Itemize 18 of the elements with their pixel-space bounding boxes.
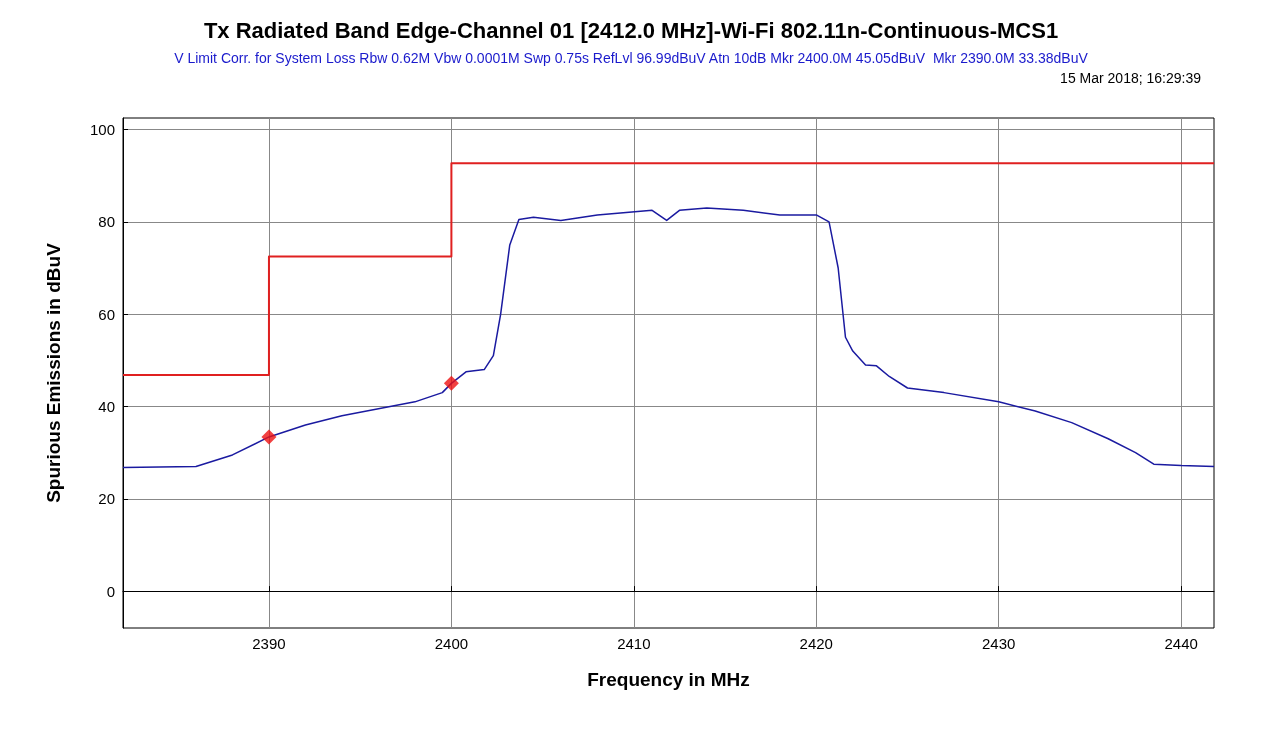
y-tick-label: 60	[98, 305, 115, 323]
y-tick-label: 20	[98, 490, 115, 508]
line-series	[122, 207, 1215, 469]
chart-title: Tx Radiated Band Edge-Channel 01 [2412.0 MHz]-Wi-Fi 802.11n-Continuous-MCS1	[203, 17, 1059, 43]
y-axis-title: Spurious Emissions in dBuV	[43, 242, 64, 503]
x-tick-label: 2440	[1164, 635, 1198, 652]
y-tick-label: 100	[89, 121, 115, 139]
x-axis-title: Frequency in MHz	[587, 669, 750, 690]
y-tick-label: 80	[98, 213, 115, 231]
x-tick-label: 2400	[434, 635, 469, 652]
chart-subtitle: V Limit Corr. for System Loss Rbw 0.62M Vbw 0.0001M Swp 0.75s RefLvl 96.99dBuV Atn 10dB Mkr 2400.0M 45.05dBuV Mkr 2390.0M 33.38dBuV	[174, 50, 1089, 66]
x-tick-label: 2410	[617, 635, 651, 652]
x-tick-label: 2390	[252, 635, 286, 652]
y-tick-label: 40	[98, 397, 115, 415]
text: 15 Mar 2018; 16:29:39	[1060, 70, 1202, 86]
x-tick-label: 2420	[799, 635, 833, 652]
y-tick-label: 0	[106, 582, 115, 600]
x-tick-label: 2430	[982, 635, 1016, 652]
